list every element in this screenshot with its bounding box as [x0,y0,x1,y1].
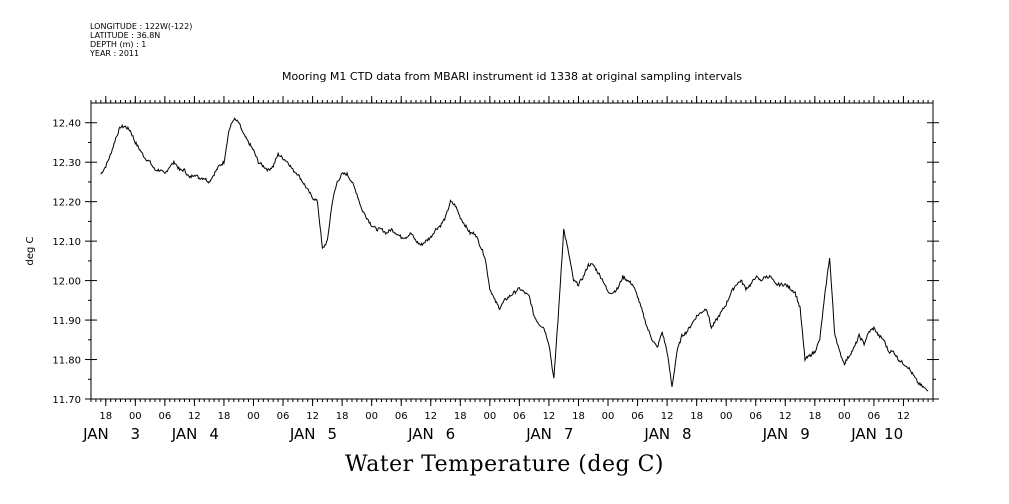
day-label: 8 [682,425,692,443]
x-tick-label: 06 [631,411,644,422]
y-tick-label: 12.40 [52,119,81,130]
x-tick-label: 00 [838,411,851,422]
metadata-block: LONGITUDE : 122W(-122) LATITUDE : 36.8N … [90,22,192,58]
y-axis-label: deg C [25,236,36,265]
day-label: JAN [289,425,316,443]
day-label: JAN [171,425,198,443]
x-tick-label: 06 [868,411,881,422]
x-tick-label: 18 [218,411,231,422]
x-tick-label: 18 [690,411,703,422]
latitude-label: LATITUDE : 36.8N [90,31,161,40]
x-tick-label: 00 [602,411,615,422]
x-axis: 18 00 06 12 18 00 06 12 18 00 06 12 18 00 06 12 18 00 06 12… [99,96,910,422]
day-label: 10 [884,425,903,443]
date-axis-labels: JAN 3 JAN 4 JAN 5 JAN 6 JAN 7 JAN 8 JAN 9 JAN 10 [82,425,903,443]
y-tick-label: 12.30 [52,158,81,169]
x-tick-label: 12 [543,411,556,422]
day-label: JAN [525,425,552,443]
longitude-label: LONGITUDE : 122W(-122) [90,22,193,31]
x-tick-label: 12 [306,411,319,422]
year-label: YEAR : 2011 [90,49,140,58]
day-label: JAN [407,425,434,443]
x-tick-label: 00 [365,411,378,422]
day-label: JAN [643,425,670,443]
day-label: 7 [564,425,574,443]
x-tick-label: 06 [277,411,290,422]
y-tick-label: 12.10 [52,237,81,248]
day-label: JAN [762,425,789,443]
day-label: 3 [131,425,141,443]
x-tick-label: 18 [336,411,349,422]
x-tick-label: 06 [158,411,171,422]
chart-title: Mooring M1 CTD data from MBARI instrumen… [282,70,742,83]
x-tick-label: 06 [395,411,408,422]
day-label: 5 [328,425,338,443]
x-tick-label: 12 [897,411,910,422]
x-tick-label: 06 [749,411,762,422]
depth-label: DEPTH (m) : 1 [90,40,147,49]
x-tick-label: 18 [808,411,821,422]
top-axis-ticks [90,100,934,402]
day-label: JAN [850,425,877,443]
y-tick-label: 12.20 [52,198,81,209]
x-tick-label: 00 [720,411,733,422]
y-tick-label: 12.00 [52,277,81,288]
y-tick-label: 11.80 [52,356,81,367]
x-tick-label: 12 [779,411,792,422]
x-tick-label: 00 [483,411,496,422]
day-label: JAN [82,425,109,443]
x-tick-label: 18 [454,411,467,422]
day-label: 6 [446,425,456,443]
x-tick-label: 18 [99,411,112,422]
x-tick-label: 06 [513,411,526,422]
x-tick-label: 00 [247,411,260,422]
x-tick-label: 18 [572,411,585,422]
x-tick-label: 12 [188,411,201,422]
x-tick-label: 12 [661,411,674,422]
day-label: 9 [800,425,810,443]
plot-frame [90,102,934,400]
day-label: 4 [209,425,219,443]
x-tick-label: 12 [424,411,437,422]
x-tick-label: 00 [129,411,142,422]
water-temperature-line [100,117,929,392]
y-tick-label: 11.90 [52,316,81,327]
y-tick-label: 11.70 [52,395,81,406]
chart-bottom-title: Water Temperature (deg C) [345,452,664,477]
y-axis: 12.40 12.30 12.20 12.10 12.00 11.90 11.80 11.70 [52,119,939,406]
